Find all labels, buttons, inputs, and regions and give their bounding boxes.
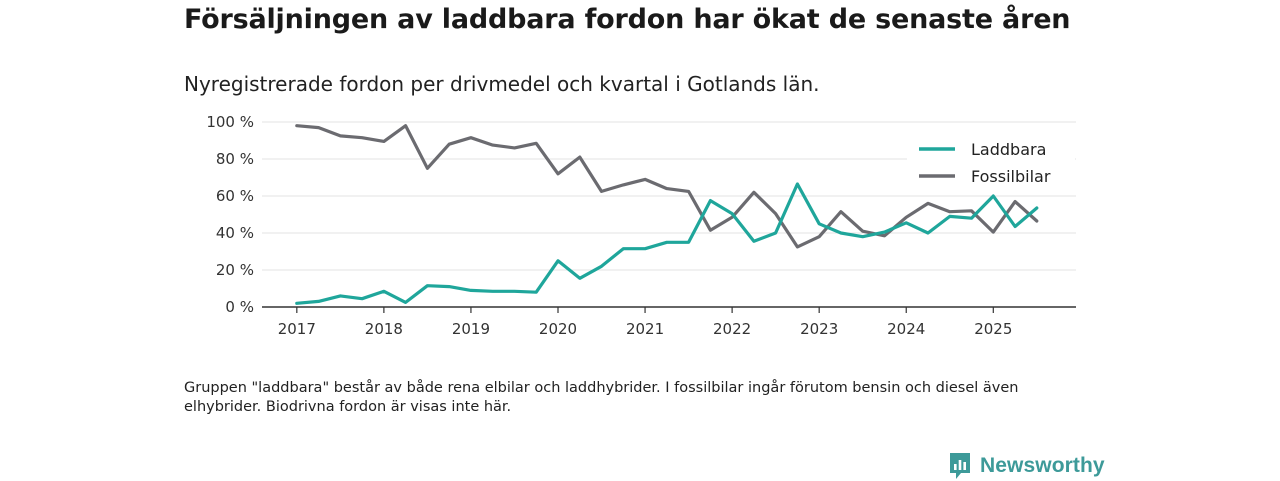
- footnote: Gruppen "laddbara" består av både rena e…: [184, 380, 1019, 415]
- series-lines: [295, 124, 1039, 305]
- legend-background: [907, 132, 1075, 192]
- y-tick-label: 100 %: [206, 113, 254, 131]
- legend-label: Fossilbilar: [971, 167, 1051, 186]
- brand-logo: Newsworthy: [948, 451, 1105, 481]
- y-tick-label: 20 %: [216, 261, 254, 279]
- newsworthy-logo-icon: [950, 453, 970, 479]
- y-tick-label: 40 %: [216, 224, 254, 242]
- y-tick-label: 0 %: [225, 298, 254, 316]
- y-tick-label: 80 %: [216, 150, 254, 168]
- x-tick-label: 2017: [278, 320, 316, 338]
- y-tick-label: 60 %: [216, 187, 254, 205]
- legend-label: Laddbara: [971, 140, 1046, 159]
- x-tick-label: 2019: [452, 320, 490, 338]
- x-tick-label: 2022: [713, 320, 751, 338]
- x-tick-label: 2023: [800, 320, 838, 338]
- chart-title: Försäljningen av laddbara fordon har öka…: [184, 4, 1071, 35]
- x-tick-label: 2020: [539, 320, 577, 338]
- x-tick-label: 2025: [974, 320, 1012, 338]
- legend: Laddbara Fossilbilar: [907, 132, 1075, 192]
- chart-subtitle: Nyregistrerade fordon per drivmedel och …: [184, 72, 820, 96]
- x-tick-label: 2021: [626, 320, 664, 338]
- x-tick-label: 2018: [365, 320, 403, 338]
- axes: 0 % 20 % 40 % 60 % 80 % 100 % 2017 2018 2019 2020…: [206, 113, 1076, 338]
- brand-name: Newsworthy: [980, 454, 1105, 477]
- x-tick-label: 2024: [887, 320, 925, 338]
- series-line-fossilbilar: [295, 124, 1039, 249]
- series-line-laddbara: [295, 182, 1039, 305]
